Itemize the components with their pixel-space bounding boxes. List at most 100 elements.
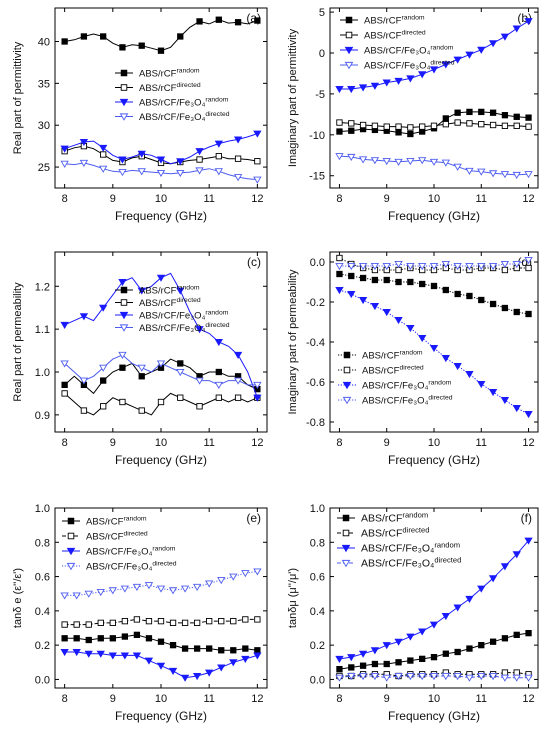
data-point-marker <box>118 351 127 359</box>
series-b-1 <box>336 119 532 131</box>
data-point-marker <box>501 266 509 274</box>
data-point-marker <box>233 174 243 182</box>
data-point-marker <box>73 621 80 628</box>
data-point-marker <box>253 176 262 184</box>
data-point-marker <box>524 18 533 26</box>
data-point-marker <box>406 75 415 83</box>
x-tick-label: 12 <box>522 437 534 449</box>
data-point-marker <box>442 121 449 128</box>
series-d-0 <box>336 270 532 318</box>
data-point-marker <box>454 290 461 298</box>
data-point-marker <box>99 165 108 173</box>
x-axis-label: Frequency (GHz) <box>388 453 480 467</box>
data-point-marker <box>465 263 474 271</box>
y-axis-label: tanδ e (ε''/ε') <box>12 568 24 628</box>
data-point-marker <box>454 648 461 656</box>
y-tick-label: 0.0 <box>35 674 50 686</box>
legend-label: ABS/rCFdirected <box>362 365 424 377</box>
y-tick-label: -0.4 <box>306 337 325 349</box>
y-tick-label: -0.8 <box>306 417 325 429</box>
data-point-marker <box>205 669 214 677</box>
data-point-marker <box>242 616 249 623</box>
data-point-marker <box>383 123 390 130</box>
data-point-marker <box>394 317 403 325</box>
data-point-marker <box>347 86 356 94</box>
data-point-marker <box>418 263 427 271</box>
data-point-marker <box>359 274 367 282</box>
data-point-marker <box>501 304 509 312</box>
data-point-marker <box>382 79 391 87</box>
data-point-marker <box>358 297 368 305</box>
data-point-marker <box>176 158 185 166</box>
data-point-marker <box>120 585 130 593</box>
data-point-marker <box>157 398 165 406</box>
x-tick-label: 8 <box>336 693 342 705</box>
data-point-marker <box>430 282 438 290</box>
data-point-marker <box>513 631 520 639</box>
series-line <box>339 675 529 679</box>
data-point-marker <box>453 163 462 171</box>
data-point-marker <box>370 263 380 271</box>
legend: ABS/rCFrandomABS/rCFdirectedABS/rCF/Fe₃O… <box>62 516 177 573</box>
legend-marker <box>345 16 353 24</box>
data-point-marker <box>525 629 532 637</box>
data-point-marker <box>145 617 153 625</box>
data-point-marker <box>215 368 222 376</box>
data-point-marker <box>441 261 450 269</box>
legend-marker <box>66 562 76 571</box>
data-point-marker <box>120 652 130 660</box>
series-f-0 <box>336 629 532 673</box>
data-point-marker <box>60 160 69 168</box>
data-point-marker <box>108 652 117 660</box>
data-point-marker <box>489 121 497 129</box>
legend-label: ABS/rCF/Fe₃O₄random <box>361 541 460 555</box>
data-point-marker <box>347 263 356 271</box>
data-point-marker <box>453 263 462 271</box>
data-point-marker <box>234 394 242 401</box>
data-point-marker <box>442 286 449 294</box>
data-point-marker <box>395 659 402 666</box>
data-point-marker <box>348 664 355 671</box>
data-point-marker <box>156 360 166 368</box>
legend-label: ABS/rCF/Fe₃O₄random <box>362 380 452 392</box>
chart-f: 8 9 10 11 12 0.0 0.2 0.4 0.6 0.8 1.0 Frequency (GHz… <box>287 503 539 723</box>
y-tick-label: 0.6 <box>35 572 50 584</box>
data-point-marker <box>394 673 403 681</box>
data-point-marker <box>406 325 415 333</box>
data-point-marker <box>371 660 379 668</box>
data-point-marker <box>72 649 81 657</box>
data-point-marker <box>477 46 486 54</box>
data-point-marker <box>60 592 69 600</box>
data-point-marker <box>97 619 104 627</box>
legend: ABS/rCFrandomABS/rCFdirectedABS/rCF/Fe₃O… <box>115 285 230 334</box>
data-point-marker <box>157 47 165 54</box>
y-tick-label: 5 <box>319 7 325 19</box>
legend-label: ABS/rCFdirected <box>364 30 426 42</box>
data-point-marker <box>466 645 473 652</box>
data-point-marker <box>229 573 238 581</box>
x-axis-label: Frequency (GHz) <box>388 709 480 723</box>
data-point-marker <box>84 590 93 598</box>
data-point-marker <box>61 38 68 45</box>
data-point-marker <box>119 398 126 406</box>
series-b-2 <box>335 18 533 94</box>
data-point-marker <box>429 621 439 629</box>
data-point-marker <box>500 261 510 269</box>
data-point-marker <box>488 575 498 583</box>
data-point-marker <box>441 673 450 681</box>
legend-label: ABS/rCFrandom <box>364 15 425 27</box>
legend-marker <box>343 351 351 359</box>
data-point-marker <box>144 657 154 665</box>
data-point-marker <box>61 390 68 397</box>
data-point-marker <box>370 157 380 165</box>
data-point-marker <box>133 616 141 623</box>
data-point-marker <box>419 280 426 288</box>
data-point-marker <box>441 61 450 69</box>
y-tick-label: 1.1 <box>35 324 50 336</box>
data-point-marker <box>500 674 510 682</box>
data-point-marker <box>254 158 261 165</box>
data-point-marker <box>100 151 107 158</box>
data-point-marker <box>382 642 391 650</box>
data-point-marker <box>478 296 485 304</box>
data-point-marker <box>132 583 142 591</box>
